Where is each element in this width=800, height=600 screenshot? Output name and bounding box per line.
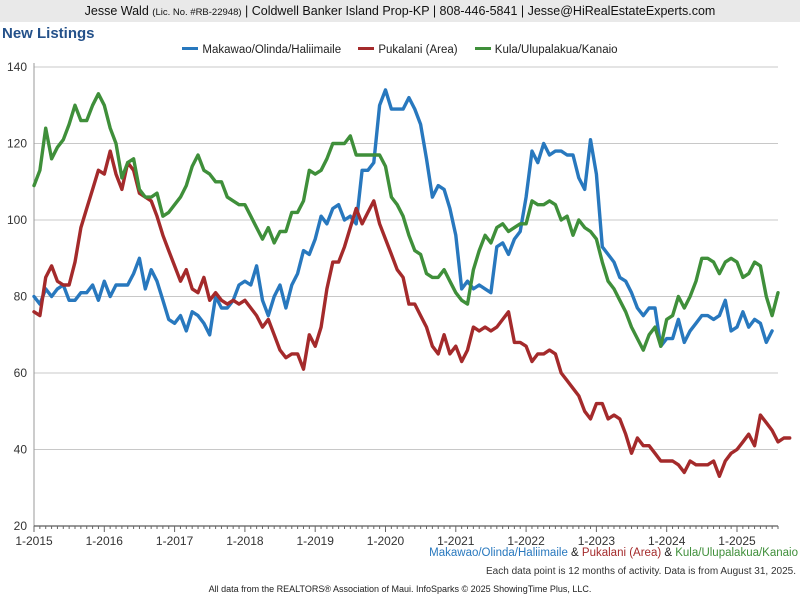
chart-title: New Listings (2, 25, 95, 42)
x-tick-label: 1-2016 (86, 534, 124, 548)
legend-label-makawao: Makawao/Olinda/Haliimaile (202, 44, 342, 56)
x-tick-label: 1-2024 (648, 534, 686, 548)
y-tick-label: 20 (14, 519, 28, 533)
x-tick-label: 1-2018 (226, 534, 264, 548)
y-tick-label: 40 (14, 443, 28, 457)
series-caption: Makawao/Olinda/Haliimaile & Pukalani (Ar… (429, 547, 798, 559)
caption-series-makawao: Makawao/Olinda/Haliimaile (429, 547, 568, 559)
caption-separator: & (567, 547, 582, 559)
x-tick-label: 1-2021 (437, 534, 475, 548)
legend-swatch-kula (474, 47, 491, 51)
agent-contact-details: | Coldwell Banker Island Prop-KP | 808-4… (245, 4, 716, 18)
caption-series-kula: Kula/Ulupalakua/Kanaio (675, 547, 798, 559)
x-tick-label: 1-2019 (297, 534, 335, 548)
legend-item-pukalani: Pukalani (Area) (358, 44, 458, 56)
y-tick-label: 60 (14, 366, 28, 380)
y-tick-label: 140 (7, 60, 27, 74)
y-tick-label: 80 (14, 290, 28, 304)
legend-label-pukalani: Pukalani (Area) (378, 44, 458, 56)
chart-legend: Makawao/Olinda/Haliimaile Pukalani (Area… (0, 44, 800, 56)
y-tick-label: 100 (7, 213, 27, 227)
x-tick-label: 1-2025 (718, 534, 756, 548)
agent-name: Jesse Wald (84, 4, 149, 18)
legend-label-kula: Kula/Ulupalakua/Kanaio (494, 44, 618, 56)
legend-swatch-pukalani (358, 47, 375, 51)
footer-credit: All data from the REALTORS® Association … (208, 584, 592, 594)
x-tick-label: 1-2023 (578, 534, 616, 548)
caption-series-pukalani: Pukalani (Area) (581, 547, 662, 559)
series-line-2 (32, 92, 780, 352)
y-tick-label: 120 (7, 137, 27, 151)
legend-swatch-makawao (182, 47, 199, 51)
x-tick-label: 1-2020 (367, 534, 405, 548)
chart-grid (34, 66, 778, 450)
agent-header: Jesse Wald (Lic. No. #RB-22948) | Coldwe… (0, 0, 800, 22)
chart-series (32, 88, 792, 478)
legend-item-makawao: Makawao/Olinda/Haliimaile (182, 44, 341, 56)
y-axis: 20 40 60 80 100 120 140 (7, 60, 35, 533)
x-tick-label: 1-2015 (15, 534, 53, 548)
license-number: (Lic. No. #RB-22948) (152, 7, 242, 18)
series-line-0 (32, 88, 774, 348)
x-tick-label: 1-2022 (507, 534, 545, 548)
series-line-1 (32, 149, 792, 478)
x-tick-label: 1-2017 (156, 534, 194, 548)
data-note: Each data point is 12 months of activity… (486, 566, 796, 577)
caption-separator: & (661, 547, 676, 559)
legend-item-kula: Kula/Ulupalakua/Kanaio (474, 44, 618, 56)
x-axis: 1-2015 1-2016 1-2017 1-2018 1-2019 1-2020 1-20… (15, 525, 779, 548)
